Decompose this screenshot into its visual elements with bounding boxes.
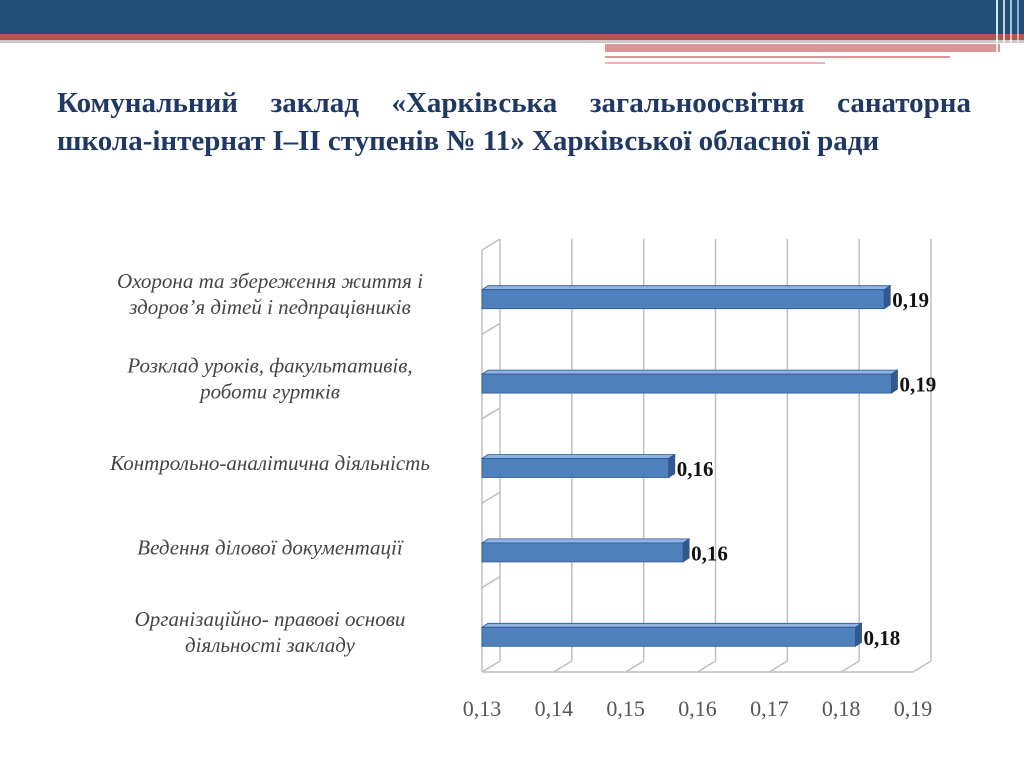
slide-title: Комунальний заклад «Харківська загальноо… — [57, 87, 971, 157]
bar-top-face — [480, 538, 691, 544]
category-label: Ведення ділової документації — [137, 535, 404, 559]
data-label: 0,18 — [864, 626, 901, 650]
floor-gridline — [625, 660, 645, 673]
category-divider — [481, 491, 501, 504]
header-red-accent-bar — [605, 44, 1000, 52]
header-red-stripe — [0, 34, 1024, 40]
category-label: Розклад уроків, факультативів, — [126, 354, 412, 378]
header-grey-line — [0, 40, 1024, 43]
x-tick-label: 0,16 — [678, 696, 717, 721]
bar-side-face — [668, 453, 676, 479]
bar-side-face — [682, 538, 690, 563]
data-label: 0,19 — [892, 288, 929, 312]
x-tick-label: 0,18 — [822, 696, 861, 721]
category-divider — [481, 575, 501, 589]
bar — [481, 626, 856, 647]
category-label: Охорона та збереження життя і — [117, 269, 423, 293]
floor-gridline — [481, 660, 501, 673]
data-label: 0,19 — [899, 373, 936, 397]
header-short-accent-line — [605, 62, 825, 64]
bar-top-face — [480, 285, 892, 291]
data-label: 0,16 — [677, 457, 714, 481]
wall-top-edge — [481, 238, 501, 251]
floor-gridline — [697, 660, 716, 673]
header-thin-accent-line — [605, 56, 950, 58]
category-label: Контрольно-аналітична діяльність — [109, 451, 430, 475]
category-divider — [481, 322, 501, 336]
bar-side-face — [883, 284, 891, 310]
bar-side-face — [855, 622, 862, 648]
data-label: 0,16 — [691, 541, 728, 565]
category-label: діяльності закладу — [185, 633, 356, 657]
floor-gridline — [840, 660, 860, 673]
bar — [481, 458, 670, 478]
bar-side-face — [891, 369, 898, 394]
category-divider — [481, 407, 501, 420]
category-label: здоров’я дітей і педпрацівників — [128, 295, 411, 319]
floor-gridline — [768, 660, 788, 673]
bar — [481, 289, 885, 310]
x-tick-label: 0,19 — [894, 696, 933, 721]
bar-top-face — [480, 369, 899, 375]
x-tick-label: 0,17 — [750, 696, 789, 721]
category-label: Організаційно- правові основи — [135, 607, 406, 631]
floor-gridline — [912, 660, 932, 673]
x-tick-label: 0,14 — [535, 696, 574, 721]
floor-gridline — [553, 660, 573, 673]
header-navy-stripe — [0, 0, 1024, 34]
header-decoration-band — [0, 0, 1024, 70]
bar — [481, 542, 684, 563]
x-tick-label: 0,13 — [463, 696, 502, 721]
category-label: роботи гуртків — [198, 380, 340, 404]
bar-top-face — [480, 454, 677, 459]
bar — [481, 373, 892, 394]
bar-top-face — [480, 622, 863, 628]
x-tick-label: 0,15 — [606, 696, 645, 721]
header-vertical-lines — [996, 0, 1019, 70]
